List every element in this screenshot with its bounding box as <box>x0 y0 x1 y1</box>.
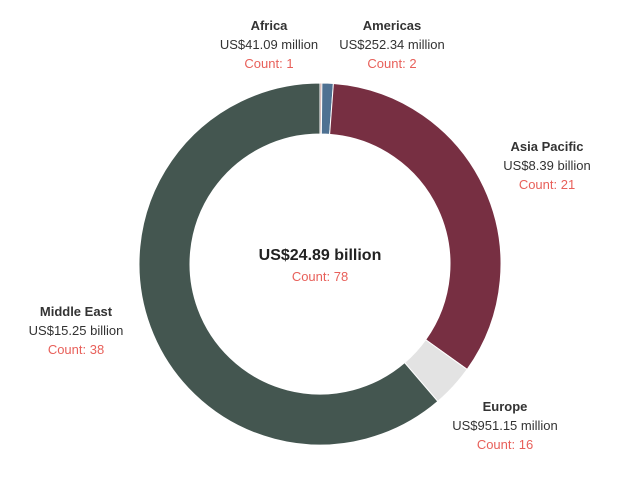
label-value-asia-pacific: US$8.39 billion <box>503 158 590 173</box>
slice-middle-east[interactable] <box>138 82 439 446</box>
label-value-americas: US$252.34 million <box>339 37 445 52</box>
label-value-europe: US$951.15 million <box>452 418 558 433</box>
center-count-label: Count: 78 <box>292 269 348 284</box>
label-name-africa: Africa <box>251 18 289 33</box>
label-count-americas: Count: 2 <box>367 56 416 71</box>
label-count-europe: Count: 16 <box>477 437 533 452</box>
label-name-americas: Americas <box>363 18 422 33</box>
label-count-asia-pacific: Count: 21 <box>519 177 575 192</box>
label-value-africa: US$41.09 million <box>220 37 318 52</box>
label-count-africa: Count: 1 <box>244 56 293 71</box>
label-name-middle-east: Middle East <box>40 304 113 319</box>
label-name-asia-pacific: Asia Pacific <box>511 139 584 154</box>
center-total-label: US$24.89 billion <box>259 247 382 264</box>
donut-slices <box>138 82 502 446</box>
donut-center: US$24.89 billion Count: 78 <box>259 247 382 284</box>
slice-asia-pacific[interactable] <box>329 82 502 371</box>
label-value-middle-east: US$15.25 billion <box>29 323 124 338</box>
label-name-europe: Europe <box>483 399 528 414</box>
slice-labels: Africa US$41.09 million Count: 1 Americas US… <box>29 18 591 452</box>
label-count-middle-east: Count: 38 <box>48 342 104 357</box>
